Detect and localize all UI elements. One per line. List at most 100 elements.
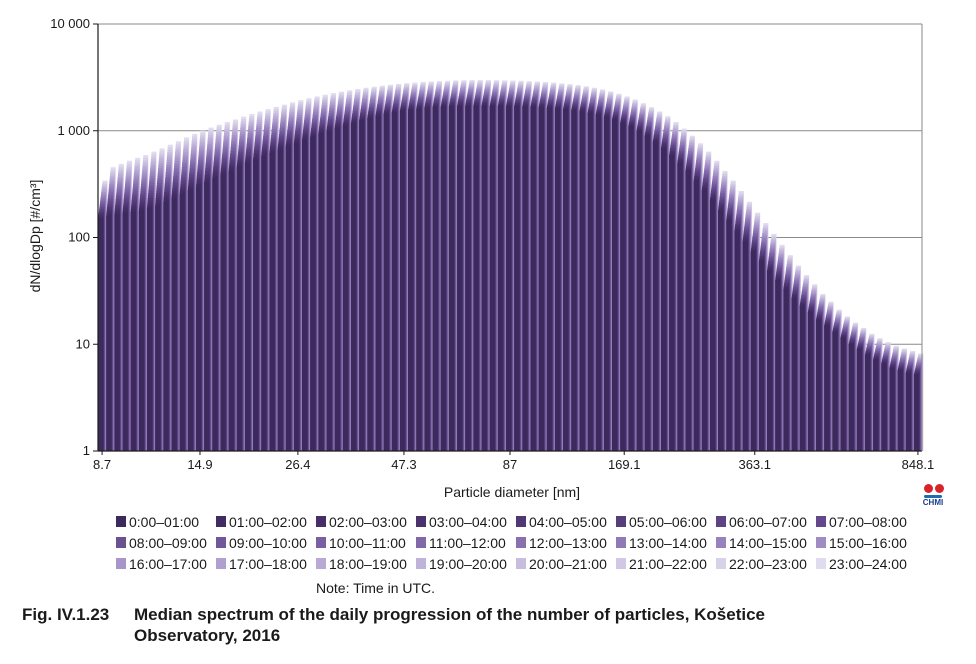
caption-line-2: Observatory, 2016 — [134, 626, 281, 645]
legend-item: 07:00–08:00 — [816, 512, 916, 531]
bar-cluster — [318, 94, 328, 452]
bar-cluster — [709, 160, 720, 452]
bar-cluster — [448, 80, 459, 452]
legend-item: 12:00–13:00 — [516, 533, 616, 552]
bar-cluster — [660, 116, 671, 452]
bar-cluster — [913, 353, 924, 451]
bar — [342, 125, 348, 451]
bar-cluster — [873, 338, 883, 451]
bar-cluster — [179, 137, 190, 452]
legend-label: 05:00–06:00 — [629, 513, 707, 530]
bar — [815, 319, 821, 451]
bar — [807, 312, 813, 451]
bar-cluster — [228, 119, 239, 452]
bar-cluster — [685, 135, 695, 452]
legend-label: 10:00–11:00 — [329, 534, 406, 551]
x-tick-label: 848.1 — [902, 457, 935, 472]
bar — [718, 210, 724, 451]
bar-cluster — [391, 83, 402, 452]
bar — [399, 110, 405, 451]
bar-cluster — [848, 322, 859, 451]
bar-cluster — [628, 99, 638, 452]
bar-cluster — [342, 90, 353, 452]
bar — [375, 115, 381, 451]
bar-cluster — [693, 143, 704, 452]
bar-cluster — [905, 350, 916, 451]
bar — [440, 106, 446, 451]
bar — [620, 122, 626, 451]
bar-cluster — [856, 327, 867, 451]
bar — [293, 142, 299, 451]
legend-label: 08:00–09:00 — [129, 534, 207, 551]
bar — [514, 106, 520, 452]
bar-cluster — [163, 144, 173, 452]
figure-caption: Fig. IV.1.23 Median spectrum of the daily… — [22, 604, 765, 646]
bar — [563, 108, 569, 452]
y-tick-label: 10 000 — [50, 16, 90, 31]
axes — [97, 24, 923, 455]
bar-cluster — [106, 167, 116, 452]
bar — [326, 130, 332, 451]
bar — [791, 298, 797, 451]
bar-cluster — [807, 284, 818, 451]
bar-cluster — [766, 233, 777, 451]
legend-item: 10:00–11:00 — [316, 533, 416, 552]
bar-cluster — [138, 155, 149, 452]
bar — [677, 162, 683, 451]
legend-swatch — [316, 558, 326, 569]
bar-cluster — [122, 160, 133, 452]
bar-cluster — [587, 87, 598, 452]
bar-cluster — [840, 316, 850, 451]
bar — [799, 305, 805, 451]
x-axis-title: Particle diameter [nm] — [444, 484, 580, 500]
legend-swatch — [516, 537, 526, 548]
bar — [408, 109, 414, 451]
bar-cluster — [758, 223, 769, 451]
bar-cluster — [514, 80, 524, 452]
legend-swatch — [716, 558, 726, 569]
bar — [416, 108, 422, 452]
bar — [204, 182, 210, 451]
x-tick-label: 26.4 — [285, 457, 310, 472]
bar — [163, 202, 169, 451]
bar-cluster — [718, 170, 728, 452]
caption-number: Fig. IV.1.23 — [22, 605, 110, 624]
bar-cluster — [375, 85, 385, 452]
bar — [106, 215, 112, 451]
x-tick-label: 87 — [503, 457, 517, 472]
bar — [669, 155, 675, 451]
y-tick-label: 1 — [83, 443, 90, 458]
legend-item: 14:00–15:00 — [716, 533, 816, 552]
bar-cluster — [603, 91, 614, 452]
bar-cluster — [114, 163, 124, 452]
legend-item: 02:00–03:00 — [316, 512, 416, 531]
bar-cluster — [130, 157, 141, 452]
logo-text: CHMI — [922, 498, 944, 507]
legend-item: 19:00–20:00 — [416, 554, 516, 573]
legend-item: 04:00–05:00 — [516, 512, 616, 531]
legend-swatch — [516, 558, 526, 569]
bar-cluster — [277, 104, 288, 452]
bar-cluster — [146, 151, 157, 452]
x-tick-label: 47.3 — [391, 457, 416, 472]
bar — [522, 106, 528, 451]
bar — [505, 106, 511, 452]
legend-swatch — [716, 516, 726, 527]
bar-cluster — [195, 130, 206, 452]
legend-label: 0:00–01:00 — [129, 513, 200, 530]
legend-swatch — [416, 558, 426, 569]
bar-cluster — [669, 122, 679, 452]
bar-cluster — [220, 122, 230, 452]
bar — [456, 106, 463, 452]
bar — [269, 152, 275, 451]
legend-label: 09:00–10:00 — [229, 534, 307, 551]
bar-cluster — [897, 348, 908, 451]
legend-label: 15:00–16:00 — [829, 534, 907, 551]
bar — [187, 189, 193, 451]
x-tick-label: 8.7 — [93, 457, 111, 472]
bar-cluster — [636, 103, 646, 452]
bar — [391, 112, 397, 451]
bar-cluster — [187, 133, 198, 452]
legend-item: 18:00–19:00 — [316, 554, 416, 573]
legend-label: 14:00–15:00 — [729, 534, 807, 551]
